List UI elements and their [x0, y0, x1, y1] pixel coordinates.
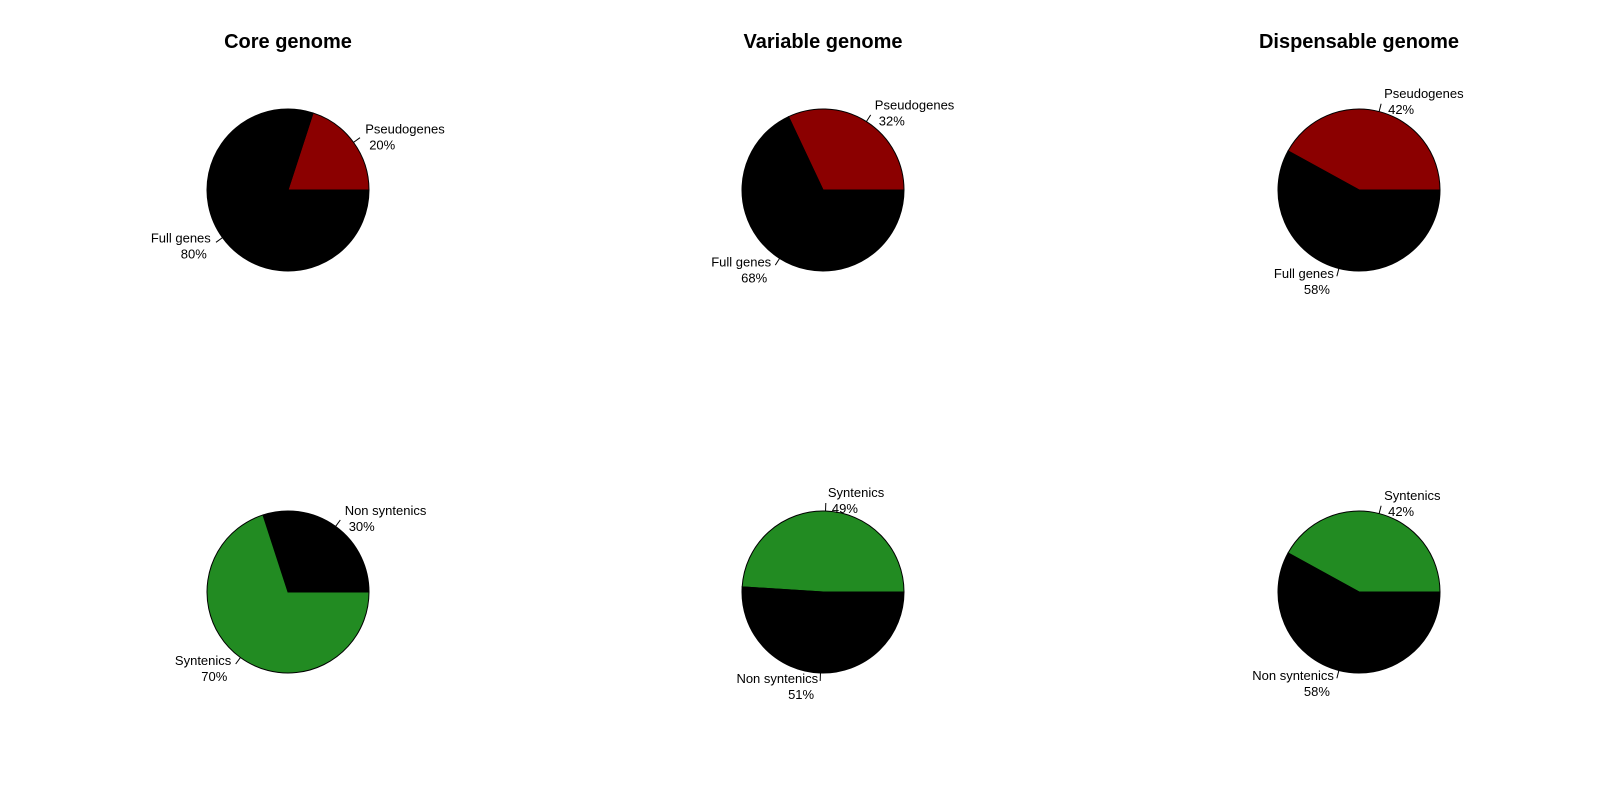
pie-4-leader-syntenics	[235, 657, 241, 665]
pie-6-leader-syntenics	[1378, 505, 1382, 514]
pie-2-slice-full-genes	[741, 116, 905, 272]
pie-3-leader-full-genes	[1336, 268, 1340, 277]
pie-4-slice-non-syntenics	[262, 510, 370, 593]
pie-3-slice-pseudogenes	[1287, 108, 1441, 191]
pie-4-label-syntenics: Syntenics	[175, 653, 232, 668]
pie-6-slice-non-syntenics	[1277, 552, 1441, 674]
pie-4-pct-non-syntenics: 30%	[349, 519, 375, 534]
pie-2-pct-full-genes: 68%	[741, 271, 767, 286]
pie-1-label-full-genes: Full genes	[151, 231, 211, 246]
pie-3-slice-full-genes	[1277, 150, 1441, 272]
pie-3-leader-pseudogenes	[1378, 103, 1382, 112]
pie-5-label-non-syntenics: Non syntenics	[736, 671, 818, 686]
pie-6-pct-syntenics: 42%	[1388, 504, 1414, 519]
pie-3-pct-pseudogenes: 42%	[1388, 102, 1414, 117]
pie-1-pct-pseudogenes: 20%	[369, 137, 395, 152]
pie-1-label-pseudogenes: Pseudogenes	[365, 121, 445, 136]
pie-5-slice-non-syntenics	[741, 586, 905, 674]
pie-4-slice-syntenics	[206, 514, 370, 674]
pie-2-leader-pseudogenes	[865, 114, 872, 122]
pie-4-label-non-syntenics: Non syntenics	[345, 503, 427, 518]
pie-2-label-pseudogenes: Pseudogenes	[875, 98, 955, 113]
pie-6-pct-non-syntenics: 58%	[1304, 684, 1330, 699]
pie-4-leader-non-syntenics	[335, 519, 341, 527]
pie-3-label-pseudogenes: Pseudogenes	[1384, 86, 1464, 101]
pie-1-slice-full-genes	[206, 108, 370, 272]
pie-2-pct-pseudogenes: 32%	[879, 114, 905, 129]
pie-6-label-syntenics: Syntenics	[1384, 488, 1441, 503]
pie-1-leader-full-genes	[215, 237, 223, 243]
pie-6-slice-syntenics	[1287, 510, 1441, 593]
pie-2-leader-full-genes	[774, 258, 781, 266]
pie-5-label-syntenics: Syntenics	[828, 485, 885, 500]
pie-5-pct-non-syntenics: 51%	[788, 687, 814, 702]
title-core-genome: Core genome	[224, 31, 352, 53]
pie-6-label-non-syntenics: Non syntenics	[1252, 668, 1334, 683]
title-dispensable-genome: Dispensable genome	[1259, 31, 1459, 53]
pie-6-leader-non-syntenics	[1336, 670, 1340, 679]
pie-3-pct-full-genes: 58%	[1304, 282, 1330, 297]
title-variable-genome: Variable genome	[744, 31, 903, 53]
pie-1-leader-pseudogenes	[353, 137, 361, 143]
pie-1-pct-full-genes: 80%	[181, 247, 207, 262]
pie-3-label-full-genes: Full genes	[1274, 266, 1334, 281]
pie-5-pct-syntenics: 49%	[832, 501, 858, 516]
pie-2-label-full-genes: Full genes	[711, 255, 771, 270]
pie-4-pct-syntenics: 70%	[201, 669, 227, 684]
